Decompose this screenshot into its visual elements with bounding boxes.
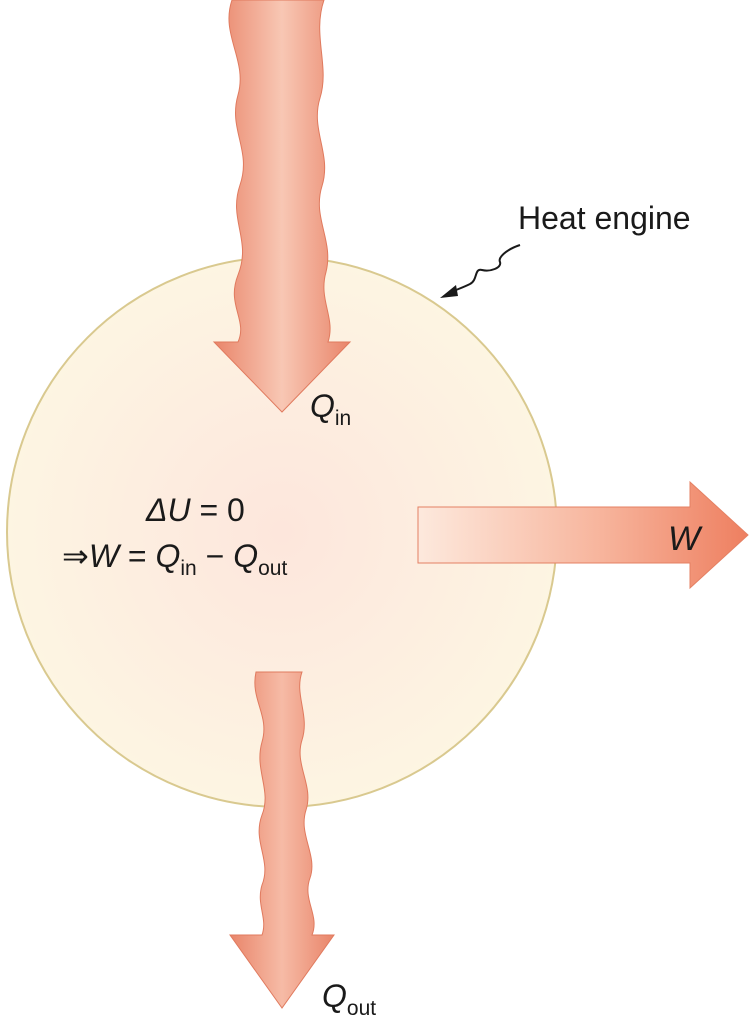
eq-sign: = (119, 538, 156, 574)
q-out-arrow (229, 671, 335, 1009)
work-label: W (668, 522, 700, 556)
equation-line-2: ⇒W = Qin − Qout (62, 538, 287, 579)
q-out-symbol-eq: Q (233, 538, 259, 574)
q-in-symbol-eq: Q (155, 538, 181, 574)
work-arrow (417, 480, 749, 590)
q-out-label: Qout (322, 978, 376, 1019)
heat-engine-leader-arrowhead (440, 285, 458, 298)
q-in-subscript-eq: in (180, 557, 197, 580)
minus-sign: − (196, 538, 234, 574)
q-in-arrow (212, 0, 352, 413)
equals-zero-text: = 0 (190, 492, 245, 528)
equation-line-1: ΔU = 0 (146, 494, 245, 526)
q-in-label: Qin (310, 388, 351, 429)
delta-u-text: ΔU (146, 492, 191, 528)
heat-engine-leader-line (451, 244, 521, 293)
q-out-symbol: Q (322, 978, 347, 1014)
q-in-subscript: in (334, 407, 352, 430)
q-out-subscript: out (346, 997, 377, 1020)
q-in-symbol: Q (310, 388, 335, 424)
work-symbol: W (668, 520, 701, 558)
work-symbol-eq: W (88, 538, 120, 574)
heat-engine-label: Heat engine (518, 202, 691, 234)
heat-engine-text: Heat engine (518, 200, 691, 236)
implies-symbol: ⇒ (62, 538, 89, 574)
q-out-subscript-eq: out (258, 557, 288, 580)
